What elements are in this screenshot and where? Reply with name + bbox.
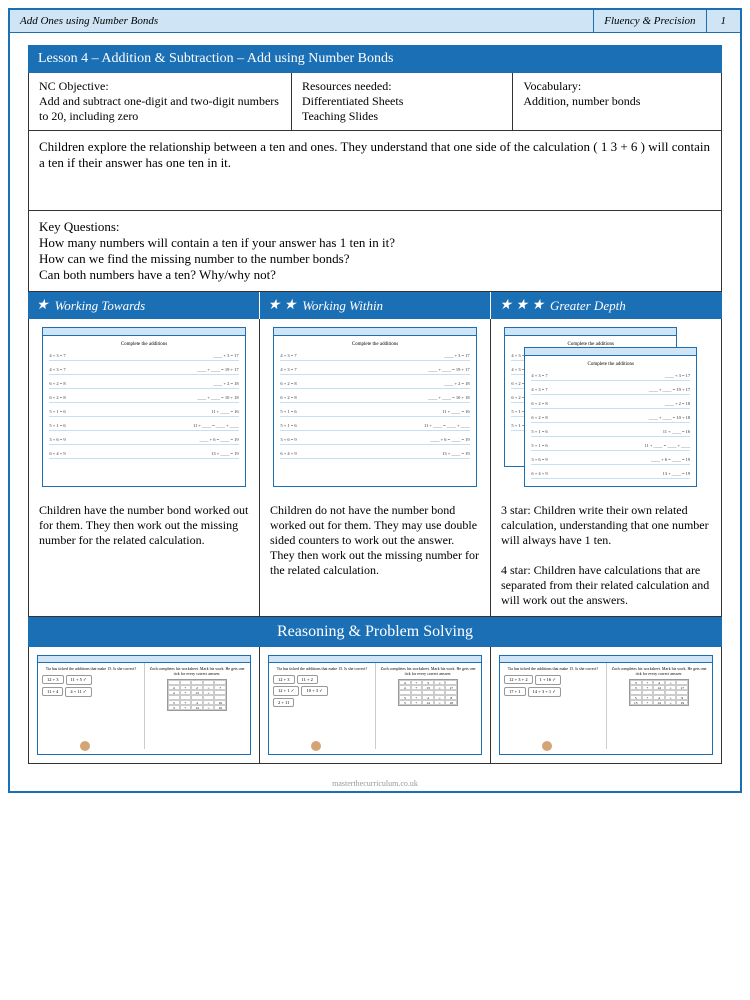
thumb-cell-3: Complete the additions 4 + 3 = 7____ + 3… [491,319,721,495]
objective-label: NC Objective: [39,79,281,94]
level-1-label: Working Towards [55,298,146,314]
info-row: NC Objective: Add and subtract one-digit… [28,73,722,131]
page: Add Ones using Number Bonds Fluency & Pr… [8,8,742,793]
worksheet-thumb-stack: Complete the additions 4 + 3 = 7____ + 3… [504,327,707,487]
star-icon: ★ [36,297,49,314]
key-questions-box: Key Questions: How many numbers will con… [28,211,722,292]
rps-cell-1: Tia has ticked the additions that make 1… [29,647,260,763]
worksheet-thumb-1: Complete the additions 4 + 3 = 7____ + 3… [42,327,245,487]
thumb-cell-2: Complete the additions 4 + 3 = 7____ + 3… [260,319,491,495]
kq-2: How can we find the missing number to th… [39,251,711,267]
level-3-label: Greater Depth [550,298,626,314]
header-title: Add Ones using Number Bonds [10,10,594,32]
thumbs-row: Complete the additions 4 + 3 = 7____ + 3… [28,319,722,495]
level-desc-3: 3 star: Children write their own related… [491,495,721,616]
level-head-1: ★ Working Towards [28,292,260,319]
rps-thumb-3: Tia has ticked the additions that make 1… [499,655,713,755]
level-head-2: ★ ★ Working Within [260,292,492,319]
description-box: Children explore the relationship betwee… [28,131,722,211]
header-section: Fluency & Precision [594,10,706,32]
objective-cell: NC Objective: Add and subtract one-digit… [29,73,292,130]
vocab-text: Addition, number bonds [523,94,711,109]
level-desc-1: Children have the number bond worked out… [29,495,260,616]
content: Lesson 4 – Addition & Subtraction – Add … [10,33,740,776]
objective-text: Add and subtract one-digit and two-digit… [39,94,281,124]
star-icon: ★ ★ ★ [499,297,544,314]
top-header: Add Ones using Number Bonds Fluency & Pr… [10,10,740,33]
resources-text: Differentiated Sheets Teaching Slides [302,94,502,124]
description-text: Children explore the relationship betwee… [39,139,711,171]
rps-header: Reasoning & Problem Solving [28,617,722,647]
worksheet-thumb-2: Complete the additions 4 + 3 = 7____ + 3… [273,327,476,487]
page-number: 1 [707,10,741,32]
level-desc-2: Children do not have the number bond wor… [260,495,491,616]
resources-label: Resources needed: [302,79,502,94]
kq-1: How many numbers will contain a ten if y… [39,235,711,251]
levels-header: ★ Working Towards ★ ★ Working Within ★ ★… [28,292,722,319]
star-icon: ★ ★ [268,297,297,314]
kq-label: Key Questions: [39,219,711,235]
rps-thumb-1: Tia has ticked the additions that make 1… [37,655,251,755]
footer: masterthecurriculum.co.uk [10,776,740,791]
rps-thumb-2: Tia has ticked the additions that make 1… [268,655,482,755]
vocab-label: Vocabulary: [523,79,711,94]
thumb-cell-1: Complete the additions 4 + 3 = 7____ + 3… [29,319,260,495]
level-head-3: ★ ★ ★ Greater Depth [491,292,722,319]
rps-cell-3: Tia has ticked the additions that make 1… [491,647,721,763]
worksheet-thumb-3b: Complete the additions 4 + 3 = 7____ + 3… [524,347,697,487]
lesson-title: Lesson 4 – Addition & Subtraction – Add … [28,45,722,73]
kq-3: Can both numbers have a ten? Why/why not… [39,267,711,283]
level-desc-row: Children have the number bond worked out… [28,495,722,617]
rps-row: Tia has ticked the additions that make 1… [28,647,722,764]
resources-cell: Resources needed: Differentiated Sheets … [292,73,513,130]
vocab-cell: Vocabulary: Addition, number bonds [513,73,721,130]
level-2-label: Working Within [302,298,383,314]
rps-cell-2: Tia has ticked the additions that make 1… [260,647,491,763]
